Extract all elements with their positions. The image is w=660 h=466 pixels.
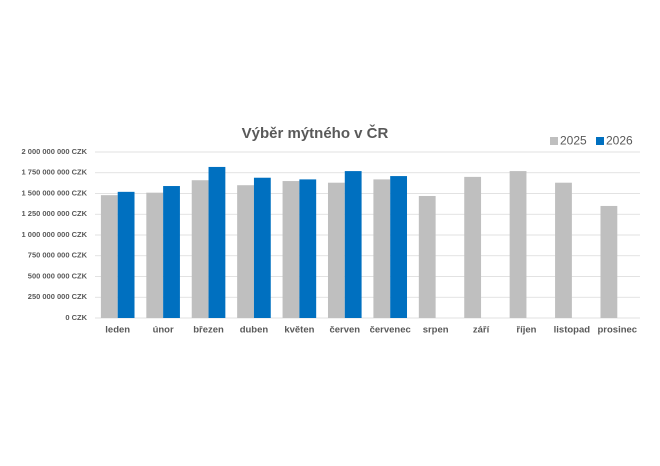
bar (327, 182, 345, 318)
x-tick-label: březen (193, 325, 224, 336)
bar (509, 171, 527, 318)
bar (390, 176, 408, 318)
bar (146, 192, 164, 318)
bar (208, 166, 226, 318)
bar (464, 176, 482, 318)
y-tick-label: 0 CZK (65, 313, 87, 322)
bar (600, 205, 618, 318)
legend-swatch (550, 137, 558, 145)
bar (344, 171, 362, 318)
y-tick-label: 1 250 000 000 CZK (22, 209, 88, 218)
legend-label: 2025 (560, 134, 587, 148)
bar (163, 186, 180, 318)
y-tick-label: 1 500 000 000 CZK (22, 188, 88, 197)
bar (191, 180, 209, 318)
x-tick-label: prosinec (597, 325, 637, 336)
bar (253, 177, 271, 318)
bar (555, 182, 572, 318)
bar (237, 185, 254, 318)
bar (418, 195, 436, 318)
x-tick-label: září (473, 325, 490, 336)
x-tick-label: duben (240, 325, 269, 336)
y-tick-label: 2 000 000 000 CZK (22, 147, 88, 156)
bar (117, 191, 135, 318)
bar (100, 195, 118, 318)
bar (299, 179, 317, 318)
x-tick-label: červenec (370, 325, 411, 336)
bar (282, 181, 300, 318)
legend-label: 2026 (606, 134, 633, 148)
y-tick-label: 1 750 000 000 CZK (22, 168, 88, 177)
x-tick-label: říjen (516, 325, 536, 336)
x-tick-label: květen (284, 325, 314, 336)
x-tick-label: červen (329, 325, 360, 336)
y-tick-label: 750 000 000 CZK (28, 251, 88, 260)
x-tick-label: leden (105, 325, 130, 336)
y-tick-label: 500 000 000 CZK (28, 271, 88, 280)
x-tick-label: listopad (554, 325, 591, 336)
y-tick-label: 250 000 000 CZK (28, 292, 88, 301)
y-tick-label: 1 000 000 000 CZK (22, 230, 88, 239)
legend-swatch (596, 137, 604, 145)
bar (373, 179, 391, 318)
x-tick-label: únor (153, 325, 174, 336)
chart-title: Výběr mýtného v ČR (242, 124, 389, 142)
x-tick-label: srpen (423, 325, 449, 336)
